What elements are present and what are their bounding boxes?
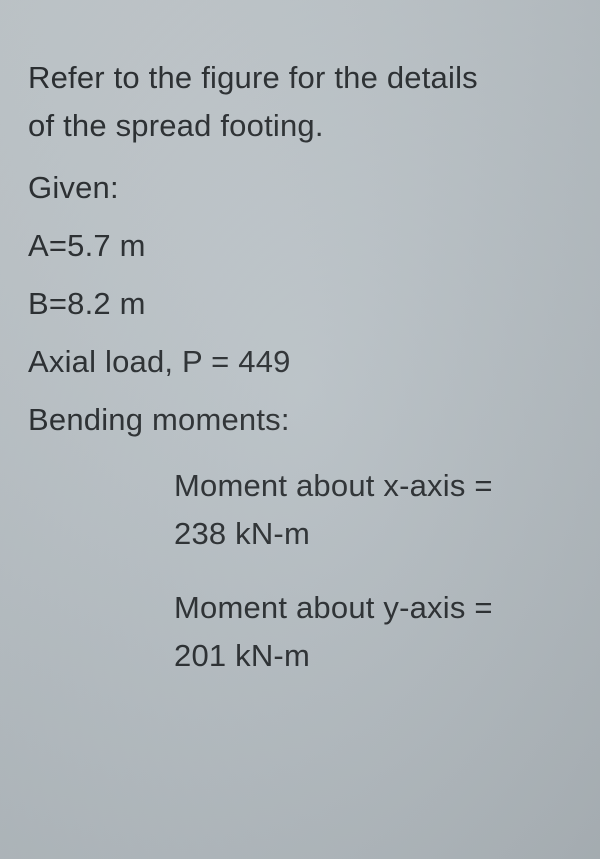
given-label: Given:: [28, 164, 572, 212]
moment-y-line-2: 201 kN-m: [174, 638, 310, 673]
bending-moments-label: Bending moments:: [28, 396, 572, 444]
intro-line-2: of the spread footing.: [28, 108, 324, 143]
param-p: Axial load, P = 449: [28, 338, 572, 386]
moment-y: Moment about y-axis = 201 kN-m: [174, 584, 572, 680]
moment-x-line-1: Moment about x-axis =: [174, 468, 493, 503]
intro-text: Refer to the figure for the details of t…: [28, 54, 572, 150]
intro-line-1: Refer to the figure for the details: [28, 60, 478, 95]
param-b: B=8.2 m: [28, 280, 572, 328]
moments-block: Moment about x-axis = 238 kN-m Moment ab…: [28, 462, 572, 680]
problem-text-block: Refer to the figure for the details of t…: [0, 0, 600, 737]
moment-x: Moment about x-axis = 238 kN-m: [174, 462, 572, 558]
moment-x-line-2: 238 kN-m: [174, 516, 310, 551]
param-a: A=5.7 m: [28, 222, 572, 270]
moment-y-line-1: Moment about y-axis =: [174, 590, 493, 625]
